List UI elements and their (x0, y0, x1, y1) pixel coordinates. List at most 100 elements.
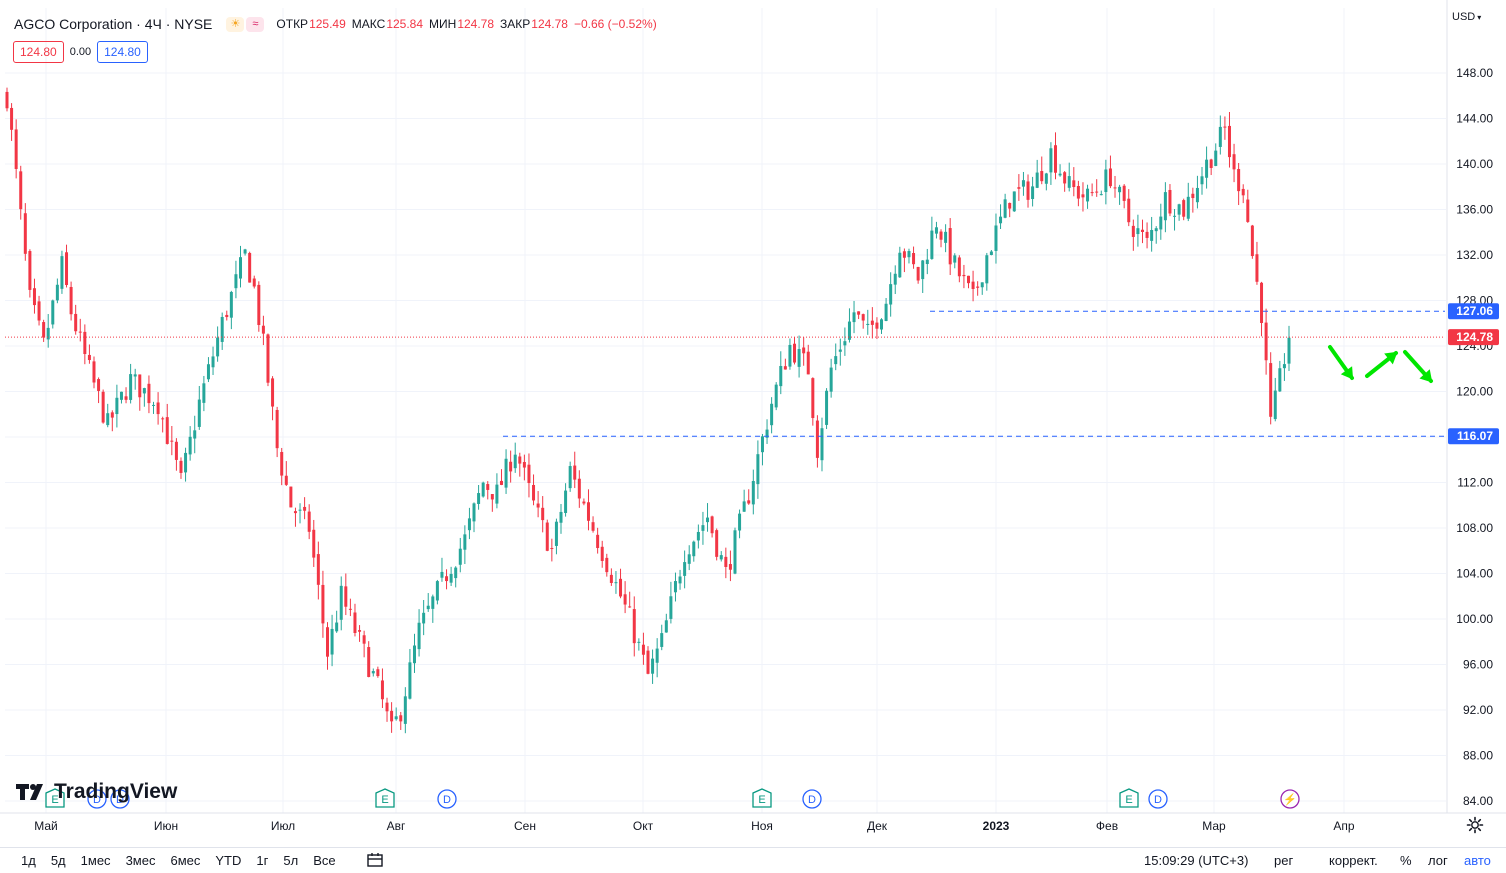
candle-body (133, 374, 137, 377)
candle-body (385, 702, 389, 712)
high-value: 125.84 (386, 17, 424, 31)
gear-icon[interactable] (1466, 816, 1484, 834)
low-value: 124.78 (457, 17, 495, 31)
candle-body (211, 356, 215, 368)
auto-scale-toggle[interactable]: авто (1464, 853, 1491, 868)
data-delay-icon[interactable]: ≈ (246, 16, 265, 32)
time-tick-label: Сен (514, 819, 536, 833)
candle-body (522, 461, 526, 468)
bottom-toolbar: 1д 5д 1мес 3мес 6мес YTD 1г 5л Все 15:09… (0, 847, 1506, 873)
clock-timezone[interactable]: 15:09:29 (UTC+3) (1144, 853, 1249, 868)
price-tick-label: 140.00 (1456, 157, 1493, 171)
candle-body (408, 662, 412, 699)
candle-body (74, 313, 78, 332)
candle-body (623, 594, 627, 605)
candle-body (174, 441, 178, 460)
candle-body (312, 529, 316, 558)
period-5d[interactable]: 5д (50, 853, 66, 868)
candle-body (481, 482, 485, 497)
candle-body (825, 390, 829, 425)
candle-body (1214, 150, 1218, 166)
period-1y[interactable]: 1г (256, 853, 269, 868)
event-label: D (1154, 794, 1162, 806)
candle-body (376, 669, 380, 677)
candle-body (257, 284, 261, 326)
candle-body (834, 356, 838, 365)
candle-body (880, 319, 884, 330)
candle-body (440, 571, 444, 578)
candle-body (339, 585, 343, 620)
candle-body (619, 578, 623, 597)
period-3m[interactable]: 3мес (125, 853, 156, 868)
period-1m[interactable]: 1мес (80, 853, 111, 868)
candle-body (1260, 282, 1264, 323)
dividend-event-icon (802, 789, 822, 809)
price-tick-label: 132.00 (1456, 248, 1493, 262)
candle-body (843, 341, 847, 346)
candle-body (458, 548, 462, 565)
candle-body (165, 417, 169, 444)
time-tick-label: Авг (387, 819, 406, 833)
candle-body (234, 274, 238, 289)
dividend-event-icon (110, 789, 130, 809)
tradingview-logo[interactable]: TradingView (16, 780, 177, 804)
candle-body (564, 490, 568, 514)
symbol-title[interactable]: AGCO Corporation · 4Ч · NYSE (14, 16, 213, 32)
candle-body (696, 531, 700, 541)
candle-body (161, 418, 165, 420)
candle-body (1150, 229, 1154, 241)
period-5y[interactable]: 5л (283, 853, 299, 868)
candle-body (46, 327, 50, 340)
event-label: ⚡ (1283, 793, 1297, 806)
candle-body (1003, 199, 1007, 218)
candle-body (925, 259, 929, 265)
candle-body (692, 541, 696, 557)
adjust-toggle[interactable]: коррект. (1329, 853, 1378, 868)
session-toggle[interactable]: рег (1274, 853, 1294, 868)
session-flags: ☀ ≈ (226, 16, 265, 32)
candle-body (1140, 229, 1144, 232)
candle-body (532, 484, 536, 501)
candle-body (545, 522, 549, 551)
candle-body (1067, 176, 1071, 188)
ohlc-values: ОТКР 125.49 МАКС 125.84 МИН 124.78 ЗАКР 124.… (276, 17, 656, 31)
candle-body (912, 253, 916, 265)
candle-body (1035, 172, 1039, 188)
price-axis: 148.00144.00140.00136.00132.00128.00124.… (1448, 66, 1499, 808)
candle-body (271, 378, 275, 407)
candle-body (838, 349, 842, 352)
sell-price-button[interactable]: 124.80 (13, 41, 64, 63)
date-range-icon[interactable] (366, 852, 386, 868)
candle-body (527, 464, 531, 484)
period-ytd[interactable]: YTD (215, 853, 242, 868)
candle-body (477, 493, 481, 504)
candle-body (417, 622, 421, 650)
candle-body (330, 628, 334, 655)
candle-body (916, 266, 920, 281)
period-1d[interactable]: 1д (21, 853, 36, 868)
currency-selector[interactable]: USD ▾ (1452, 11, 1481, 23)
period-6m[interactable]: 6мес (170, 853, 201, 868)
candle-body (358, 630, 362, 632)
candle-body (390, 710, 394, 722)
percent-toggle[interactable]: % (1400, 853, 1412, 868)
candle-body (939, 231, 943, 240)
candle-body (206, 364, 210, 380)
candle-body (115, 397, 119, 415)
candle-body (664, 620, 668, 633)
candle-body (536, 503, 540, 508)
buy-price-button[interactable]: 124.80 (97, 41, 148, 63)
period-all[interactable]: Все (313, 853, 336, 868)
candle-body (1031, 186, 1035, 200)
log-toggle[interactable]: лог (1428, 853, 1448, 868)
market-open-icon[interactable]: ☀ (226, 16, 245, 32)
candle-body (793, 343, 797, 363)
price-tick-label: 88.00 (1463, 749, 1493, 763)
candle-body (87, 354, 91, 361)
earnings-event-icon (1119, 788, 1139, 808)
candle-body (1159, 216, 1163, 230)
candle-body (957, 257, 961, 277)
candle-body (1131, 225, 1135, 237)
dividend-event-icon (437, 789, 457, 809)
